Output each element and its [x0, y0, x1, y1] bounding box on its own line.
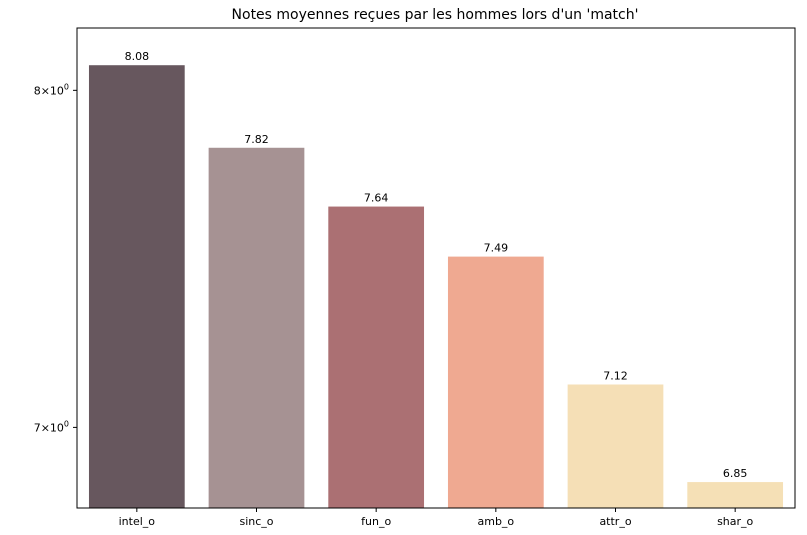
- y-tick-times: ×: [41, 84, 50, 97]
- value-label-intel_o: 8.08: [125, 50, 150, 63]
- y-tick-label-7: 7×100: [34, 419, 69, 434]
- x-tick-label-attr_o: attr_o: [599, 515, 631, 528]
- x-tick-label-sinc_o: sinc_o: [239, 515, 273, 528]
- x-tick-label-amb_o: amb_o: [477, 515, 514, 528]
- value-label-attr_o: 7.12: [603, 369, 628, 382]
- y-tick-exponent: 0: [64, 419, 69, 428]
- y-tick-exp_base: 10: [50, 421, 64, 434]
- y-tick-exponent: 0: [64, 82, 69, 91]
- bar-amb_o: [447, 256, 544, 508]
- bars-layer: [88, 65, 784, 509]
- chart-title: Notes moyennes reçues par les hommes lor…: [232, 7, 639, 23]
- y-tick-times: ×: [41, 421, 50, 434]
- y-tick-exp_base: 10: [50, 84, 64, 97]
- bar-attr_o: [567, 384, 664, 508]
- x-tick-label-shar_o: shar_o: [717, 515, 753, 528]
- y-tick-label-8: 8×100: [34, 82, 69, 97]
- plot-frame: [76, 27, 796, 509]
- value-label-fun_o: 7.64: [364, 192, 389, 205]
- y-tick-base: 8: [34, 84, 41, 97]
- x-tick-label-intel_o: intel_o: [119, 515, 156, 528]
- bar-sinc_o: [208, 147, 305, 508]
- bar-intel_o: [88, 65, 185, 509]
- value-label-shar_o: 6.85: [723, 467, 748, 480]
- value-label-amb_o: 7.49: [484, 242, 509, 255]
- x-axis: intel_o sinc_o fun_o amb_o attr_o shar_o: [119, 508, 754, 528]
- y-tick-base: 7: [34, 421, 41, 434]
- value-label-sinc_o: 7.82: [244, 133, 269, 146]
- x-tick-label-fun_o: fun_o: [361, 515, 391, 528]
- value-labels-layer: 8.08 7.82 7.64 7.49 7.12 6.85: [125, 50, 748, 480]
- bar-shar_o: [687, 482, 784, 508]
- bar-fun_o: [328, 206, 425, 508]
